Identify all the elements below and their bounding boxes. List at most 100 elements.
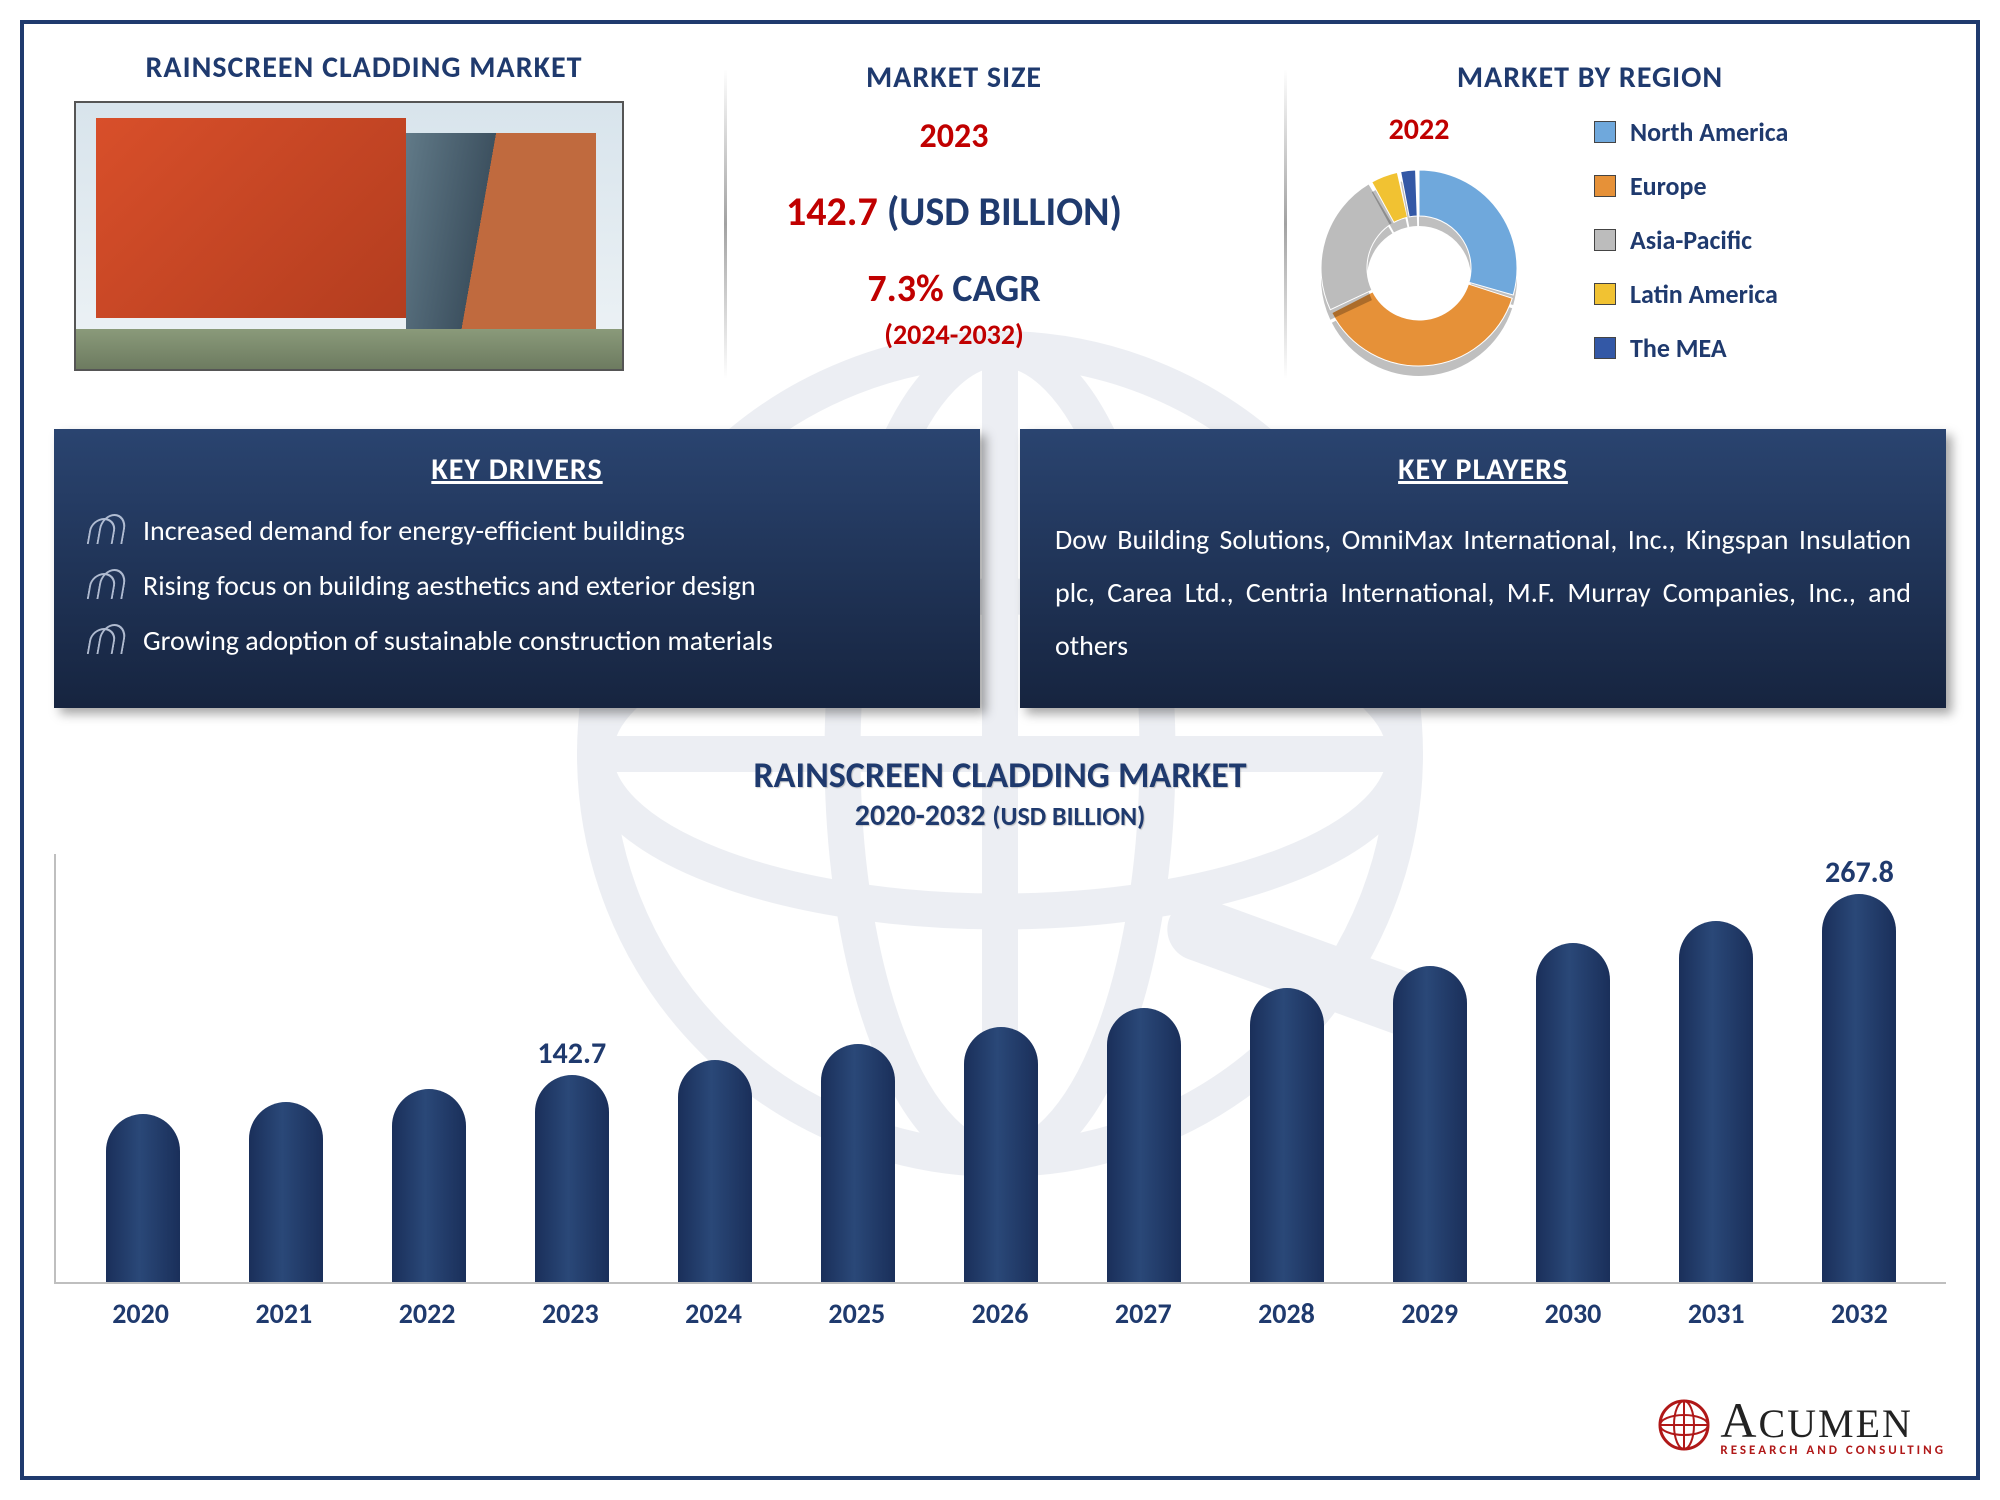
legend-column: North America Europe Asia-Pacific Latin Ame…: [1594, 111, 1946, 386]
brand-logo-icon: [1658, 1399, 1710, 1451]
donut-chart: [1289, 158, 1549, 378]
legend-label: Latin America: [1630, 278, 1778, 310]
x-label: 2025: [785, 1296, 928, 1331]
building-image: [74, 101, 624, 371]
players-title: KEY PLAYERS: [1055, 451, 1911, 488]
legend-swatch: [1594, 175, 1616, 197]
subtitle-main: 2020-2032: [855, 797, 986, 834]
brand-tag: RESEARCH AND CONSULTING: [1720, 1443, 1946, 1458]
x-label: 2021: [212, 1296, 355, 1331]
bar: [1536, 943, 1610, 1282]
divider-2: [1284, 69, 1287, 379]
market-size-unit: (USD BILLION): [887, 187, 1122, 236]
cagr-label: CAGR: [952, 266, 1040, 312]
col-left: RAINSCREEN CLADDING MARKET: [54, 49, 674, 409]
bar-slot: [357, 1089, 500, 1282]
bar: [1679, 921, 1753, 1282]
cagr-range: (2024-2032): [674, 317, 1234, 352]
drivers-title: KEY DRIVERS: [89, 451, 945, 488]
bar-slot: 267.8: [1788, 894, 1931, 1282]
key-players-panel: KEY PLAYERS Dow Building Solutions, Omni…: [1020, 429, 1946, 708]
infographic-frame: RAINSCREEN CLADDING MARKET MARKET SIZE 2…: [20, 20, 1980, 1480]
bar-slot: [1502, 943, 1645, 1282]
bar: 267.8: [1822, 894, 1896, 1282]
bar-slot: [71, 1114, 214, 1282]
legend-item: The MEA: [1594, 332, 1946, 364]
players-text: Dow Building Solutions, OmniMax Internat…: [1055, 513, 1911, 673]
driver-bullet-icon: [89, 514, 123, 548]
bar-chart-title: RAINSCREEN CLADDING MARKET: [54, 753, 1946, 797]
key-drivers-panel: KEY DRIVERS Increased demand for energy-…: [54, 429, 980, 708]
bar-chart-plot: 142.7 267.8: [54, 854, 1946, 1284]
subtitle-unit: (USD BILLION): [992, 800, 1145, 832]
legend-item: Europe: [1594, 170, 1946, 202]
x-label: 2022: [355, 1296, 498, 1331]
brand-footer: ACUMEN RESEARCH AND CONSULTING: [1658, 1391, 1946, 1458]
legend-item: Latin America: [1594, 278, 1946, 310]
donut-column: 2022: [1264, 111, 1574, 386]
bar: [964, 1027, 1038, 1282]
cagr-number: 7.3%: [867, 266, 943, 312]
donut-slice: [1419, 170, 1517, 295]
title-mid: MARKET SIZE: [674, 59, 1234, 96]
x-label: 2026: [928, 1296, 1071, 1331]
driver-item: Increased demand for energy-efficient bu…: [89, 513, 945, 548]
bar-slot: [929, 1027, 1072, 1282]
bar: [106, 1114, 180, 1282]
x-label: 2023: [499, 1296, 642, 1331]
legend-label: The MEA: [1630, 332, 1727, 364]
bar-slot: [1359, 966, 1502, 1282]
market-size-year: 2023: [674, 116, 1234, 157]
x-label: 2024: [642, 1296, 785, 1331]
legend-swatch: [1594, 121, 1616, 143]
panels-row: KEY DRIVERS Increased demand for energy-…: [54, 429, 1946, 708]
driver-item: Rising focus on building aesthetics and …: [89, 568, 945, 603]
legend-label: Europe: [1630, 170, 1707, 202]
driver-text: Growing adoption of sustainable construc…: [143, 623, 773, 658]
bar: [1250, 988, 1324, 1282]
market-size-number: 142.7: [786, 187, 878, 236]
driver-item: Growing adoption of sustainable construc…: [89, 623, 945, 658]
bar-slot: [214, 1102, 357, 1282]
bar-slot: 142.7: [500, 1075, 643, 1282]
donut-year: 2022: [1264, 111, 1574, 148]
brand-name: ACUMEN: [1720, 1391, 1946, 1449]
legend-label: Asia-Pacific: [1630, 224, 1752, 256]
brand-text: ACUMEN RESEARCH AND CONSULTING: [1720, 1391, 1946, 1458]
x-axis-labels: 2020202120222023202420252026202720282029…: [54, 1284, 1946, 1331]
divider-1: [724, 69, 727, 379]
title-left: RAINSCREEN CLADDING MARKET: [54, 49, 674, 86]
drivers-list: Increased demand for energy-efficient bu…: [89, 513, 945, 658]
bar-slot: [1216, 988, 1359, 1282]
driver-text: Rising focus on building aesthetics and …: [143, 568, 756, 603]
x-label: 2020: [69, 1296, 212, 1331]
driver-bullet-icon: [89, 569, 123, 603]
legend-swatch: [1594, 283, 1616, 305]
driver-bullet-icon: [89, 624, 123, 658]
x-label: 2027: [1072, 1296, 1215, 1331]
bar: [1107, 1008, 1181, 1282]
bar-slot: [1645, 921, 1788, 1282]
legend-swatch: [1594, 337, 1616, 359]
bar: [821, 1044, 895, 1282]
x-label: 2028: [1215, 1296, 1358, 1331]
driver-text: Increased demand for energy-efficient bu…: [143, 513, 685, 548]
bar-slot: [643, 1060, 786, 1282]
legend-item: Asia-Pacific: [1594, 224, 1946, 256]
bar-value-label: 142.7: [537, 1035, 606, 1072]
top-row: RAINSCREEN CLADDING MARKET MARKET SIZE 2…: [54, 49, 1946, 409]
bar-slot: [786, 1044, 929, 1282]
bar: [249, 1102, 323, 1282]
region-wrap: 2022 North America Europe Asia-Pacific Lati…: [1234, 111, 1946, 386]
col-mid: MARKET SIZE 2023 142.7 (USD BILLION) 7.3…: [674, 49, 1234, 409]
col-right: MARKET BY REGION 2022 North AmericaEurop…: [1234, 49, 1946, 409]
x-label: 2032: [1788, 1296, 1931, 1331]
x-label: 2031: [1645, 1296, 1788, 1331]
market-cagr: 7.3% CAGR: [674, 266, 1234, 312]
legend-label: North America: [1630, 116, 1788, 148]
bar: [392, 1089, 466, 1282]
x-label: 2029: [1358, 1296, 1501, 1331]
bar-slot: [1073, 1008, 1216, 1282]
bar: 142.7: [535, 1075, 609, 1282]
bar-chart-subtitle: 2020-2032 (USD BILLION): [54, 797, 1946, 834]
